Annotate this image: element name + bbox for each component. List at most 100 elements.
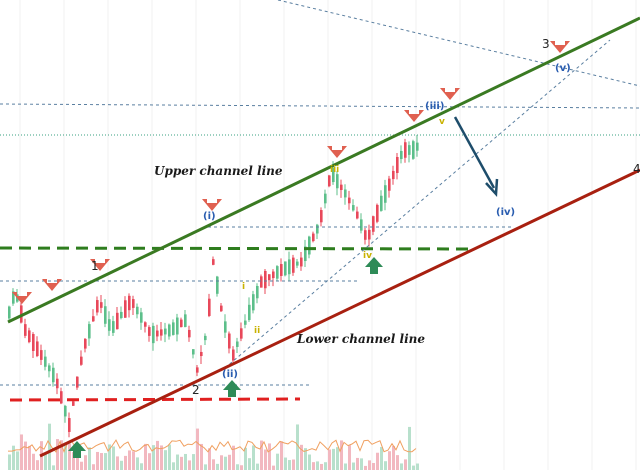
volume-bar [136, 457, 139, 470]
volume-bar [12, 445, 15, 470]
volume-bar [344, 463, 347, 470]
volume-bar [104, 453, 107, 470]
candle-body [24, 324, 27, 336]
volume-bar [28, 445, 31, 470]
candle-body [192, 349, 195, 355]
candle-body [8, 306, 11, 319]
volume-bar [76, 453, 79, 470]
grid [19, 0, 637, 470]
candle-body [120, 311, 123, 319]
volume-bar [88, 447, 91, 470]
volume-bar [124, 455, 127, 470]
candle-body [348, 197, 351, 204]
candle-body [412, 141, 415, 159]
candle-body [76, 376, 79, 388]
candle-body [112, 321, 115, 333]
candle-body [404, 142, 407, 158]
candle-body [204, 335, 207, 341]
wave-label-ii-yellow: ii [254, 326, 260, 336]
volume-bar [80, 461, 83, 470]
candle-body [264, 270, 267, 289]
volume-bar [312, 462, 315, 470]
candle-body [128, 295, 131, 311]
volume-bar [216, 463, 219, 470]
candle-body [340, 184, 343, 191]
volume-bar [400, 463, 403, 470]
volume-bar [240, 465, 243, 470]
volume-bar [24, 441, 27, 470]
candle-body [172, 322, 175, 335]
wave-label-ii-blue: (ii) [222, 369, 238, 380]
volume-bar [84, 455, 87, 470]
candle-body [364, 230, 367, 240]
wave-label-iv-blue: (iv) [496, 207, 515, 218]
candle-body [248, 304, 251, 320]
volume-bar [180, 456, 183, 470]
volume-bar [396, 455, 399, 470]
volume-bar [364, 465, 367, 470]
candle-body [180, 319, 183, 328]
volume-bar [184, 453, 187, 470]
volume-bar [392, 445, 395, 470]
wave-label-v-yellow: v [439, 117, 445, 127]
volume-bar [172, 462, 175, 470]
wave-label-i-blue: (i) [203, 211, 216, 222]
volume-bar [56, 439, 59, 470]
candle-body [328, 175, 331, 187]
candle-body [288, 259, 291, 275]
volume-bar [360, 458, 363, 470]
candle-body [100, 302, 103, 308]
resistance-line-iii [0, 103, 640, 109]
projection-arrow-line [453, 116, 496, 189]
candle-body [48, 365, 51, 372]
candle-body [416, 142, 419, 151]
volume-bar [156, 440, 159, 470]
candle-body [56, 378, 59, 389]
volume-bar [8, 454, 11, 470]
volume-bar [160, 445, 163, 470]
volume-bar [224, 456, 227, 470]
sell-arrow [327, 146, 347, 158]
candle-body [152, 325, 155, 344]
volume-bar [320, 463, 323, 470]
volume-bar [228, 454, 231, 470]
volume-bar [204, 464, 207, 470]
candle-body [388, 178, 391, 191]
candle-body [52, 367, 55, 383]
candle-body [360, 219, 363, 231]
volume-bar [248, 458, 251, 470]
volume-bar [164, 450, 167, 470]
volume-bar [176, 454, 179, 470]
volume-bar [324, 462, 327, 470]
candle-body [124, 300, 127, 318]
candle-body [224, 321, 227, 333]
candle-body [332, 168, 335, 183]
sell-arrow [202, 199, 222, 211]
volume-bar [356, 457, 359, 470]
candle-body [44, 356, 47, 367]
candle-body [96, 300, 99, 313]
buy-arrow [223, 380, 241, 397]
candle-body [312, 233, 315, 242]
volume-bar [340, 440, 343, 470]
volume-bar [280, 441, 283, 470]
candle-body [140, 312, 143, 323]
volume-bar [52, 465, 55, 470]
candle-body [280, 264, 283, 276]
volume-bar [32, 453, 35, 470]
volume-bar [48, 423, 51, 470]
volume-bar [116, 456, 119, 470]
volume-bar [144, 443, 147, 470]
candle-body [144, 322, 147, 327]
candle-body [212, 259, 215, 265]
volume-bar [288, 460, 291, 470]
candle-body [148, 327, 151, 336]
candle-body [160, 329, 163, 336]
volume-bar [212, 459, 215, 470]
candle-body [176, 317, 179, 335]
candle-body [64, 405, 67, 417]
volume-bar [384, 461, 387, 470]
volume-bar [112, 446, 115, 470]
candle-body [356, 211, 359, 219]
